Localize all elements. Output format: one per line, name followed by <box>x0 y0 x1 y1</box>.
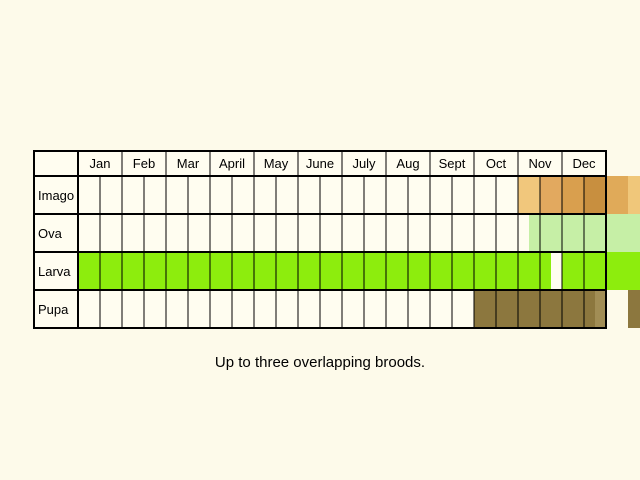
row-label-larva: Larva <box>38 264 71 279</box>
bar-imago-1 <box>540 176 562 214</box>
bar-imago-2 <box>562 176 584 214</box>
month-header: Nov <box>528 156 552 171</box>
row-label-pupa: Pupa <box>38 302 69 317</box>
bar-pupa-1 <box>595 290 606 328</box>
row-label-ova: Ova <box>38 226 63 241</box>
chart-caption: Up to three overlapping broods. <box>214 354 426 371</box>
month-header: Dec <box>572 156 596 171</box>
month-header: Sept <box>439 156 466 171</box>
row-label-imago: Imago <box>38 188 74 203</box>
bar-pupa-0 <box>474 290 595 328</box>
month-header: April <box>219 156 245 171</box>
month-header: May <box>264 156 289 171</box>
bar-larva-1 <box>562 252 640 290</box>
month-header: Mar <box>177 156 200 171</box>
bar-pupa-2 <box>628 290 640 328</box>
bar-larva-0 <box>78 252 551 290</box>
month-header: Jan <box>90 156 111 171</box>
table-border <box>33 150 607 329</box>
bar-imago-5 <box>628 176 640 214</box>
month-header: Oct <box>486 156 507 171</box>
month-header: July <box>352 156 376 171</box>
bar-imago-4 <box>606 176 628 214</box>
bar-imago-0 <box>518 176 540 214</box>
bar-imago-3 <box>584 176 606 214</box>
month-header: Feb <box>133 156 155 171</box>
month-header: Aug <box>396 156 419 171</box>
month-header: June <box>306 156 334 171</box>
